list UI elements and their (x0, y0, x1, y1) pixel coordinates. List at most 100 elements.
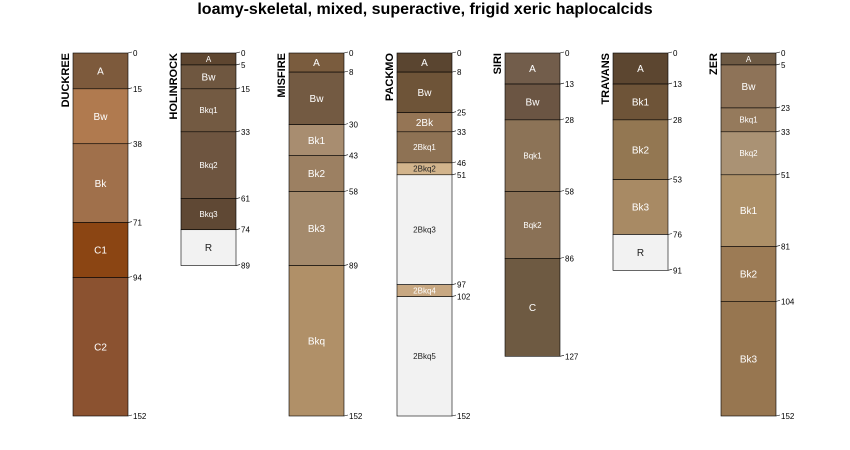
horizon-label: 2Bkq1 (413, 143, 436, 152)
depth-label: 152 (781, 412, 795, 421)
horizon-band (612, 83, 669, 121)
horizon-label: Bk3 (632, 203, 650, 214)
depth-label: 102 (457, 293, 471, 302)
profile-name: ZER (708, 53, 720, 75)
profile-name: TRAVANS (600, 53, 612, 105)
depth-tick (451, 130, 457, 133)
depth-label: 46 (457, 159, 466, 168)
soil-profile: SIRI A 0 13 Bw 28 Bqk1 58 Bqk2 86 C 127 (492, 49, 579, 361)
depth-label: 152 (457, 412, 471, 421)
depth-label: 58 (349, 188, 358, 197)
depth-tick (235, 197, 241, 199)
depth-tick (235, 264, 241, 266)
depth-tick (775, 173, 781, 176)
horizon-label: 2Bkq5 (413, 352, 436, 361)
depth-label: 97 (457, 281, 466, 290)
depth-label: 0 (565, 49, 570, 58)
soil-profile: HOLINROCK A 0 5 Bw 15 Bkq1 33 Bkq2 61 Bkq3 74 R 89 (168, 49, 250, 271)
depth-tick (559, 355, 565, 357)
depth-tick (667, 82, 673, 85)
horizon-band (72, 52, 129, 90)
chart-title: loamy-skeletal, mixed, superactive, frig… (197, 1, 653, 18)
depth-label: 152 (349, 412, 363, 421)
depth-tick (235, 130, 241, 133)
horizon-label: Bqk2 (523, 221, 542, 230)
depth-label: 30 (349, 121, 358, 130)
horizon-label: Bw (526, 98, 541, 109)
depth-label: 0 (133, 49, 138, 58)
soil-profile: PACKMO A 0 8 Bw 25 2Bk 33 2Bkq1 46 2Bkq2 51 2Bkq3 97 2… (384, 49, 471, 421)
depth-tick (127, 51, 133, 54)
profile-name: HOLINROCK (168, 53, 180, 120)
depth-tick (559, 82, 565, 85)
depth-tick (127, 142, 133, 145)
horizon-band (180, 229, 237, 266)
depth-label: 33 (457, 128, 466, 137)
depth-label: 81 (781, 242, 790, 251)
depth-label: 15 (133, 85, 142, 94)
depth-tick (667, 233, 673, 235)
horizon-label: 2Bkq2 (413, 165, 436, 174)
depth-label: 127 (565, 352, 579, 361)
depth-label: 86 (565, 254, 574, 263)
depth-tick (775, 414, 781, 417)
depth-tick (775, 63, 781, 66)
soil-profile: ZER A 0 5 Bw 23 Bkq1 33 Bkq2 51 Bk1 81 Bk2 104 Bk3 152 (708, 49, 795, 421)
horizon-label: Bkq2 (739, 149, 758, 158)
depth-label: 74 (241, 226, 250, 235)
depth-tick (667, 118, 673, 121)
horizon-label: Bk2 (308, 169, 326, 180)
depth-label: 23 (781, 104, 790, 113)
horizon-label: Bw (202, 72, 217, 83)
depth-label: 94 (133, 273, 142, 282)
horizon-label: Bk3 (740, 354, 758, 365)
depth-tick (667, 51, 673, 54)
horizon-band (288, 155, 345, 192)
horizon-band (720, 131, 777, 176)
horizon-band (504, 191, 561, 259)
horizon-label: Bk2 (740, 270, 758, 281)
horizon-label: C2 (94, 342, 107, 353)
depth-label: 0 (457, 49, 462, 58)
depth-tick (127, 87, 133, 90)
depth-label: 8 (457, 68, 462, 77)
horizon-label: Bw (94, 112, 109, 123)
depth-tick (235, 228, 241, 231)
horizon-label: Bk1 (632, 98, 650, 109)
horizon-band (396, 174, 453, 285)
horizon-label: R (637, 248, 644, 259)
depth-label: 33 (241, 128, 250, 137)
horizon-band (720, 246, 777, 302)
depth-label: 28 (673, 116, 682, 125)
depth-label: 89 (241, 262, 250, 271)
horizon-band (720, 174, 777, 247)
horizon-band (612, 234, 669, 271)
depth-tick (775, 130, 781, 133)
depth-label: 58 (565, 188, 574, 197)
depth-label: 51 (781, 171, 790, 180)
depth-label: 43 (349, 152, 358, 161)
depth-tick (235, 63, 241, 66)
horizon-label: Bw (742, 82, 757, 93)
depth-tick (343, 123, 349, 125)
horizon-band (72, 222, 129, 278)
horizon-label: Bk1 (740, 206, 758, 217)
horizon-label: Bqk1 (523, 152, 542, 161)
depth-tick (559, 257, 565, 259)
depth-label: 0 (349, 49, 354, 58)
profile-name: MISFIRE (276, 53, 288, 98)
depth-tick (235, 87, 241, 90)
depth-label: 76 (673, 231, 682, 240)
horizon-label: A (637, 64, 644, 75)
horizon-label: A (97, 67, 104, 78)
horizon-band (288, 124, 345, 156)
horizon-label: Bkq1 (199, 106, 218, 115)
horizon-label: Bkq3 (199, 210, 218, 219)
depth-tick (127, 414, 133, 417)
horizon-label: Bkq2 (199, 161, 218, 170)
horizon-label: A (313, 58, 320, 69)
depth-label: 71 (133, 219, 142, 228)
depth-label: 0 (241, 49, 246, 58)
horizon-label: Bk3 (308, 224, 326, 235)
horizon-label: Bkq1 (739, 116, 758, 125)
